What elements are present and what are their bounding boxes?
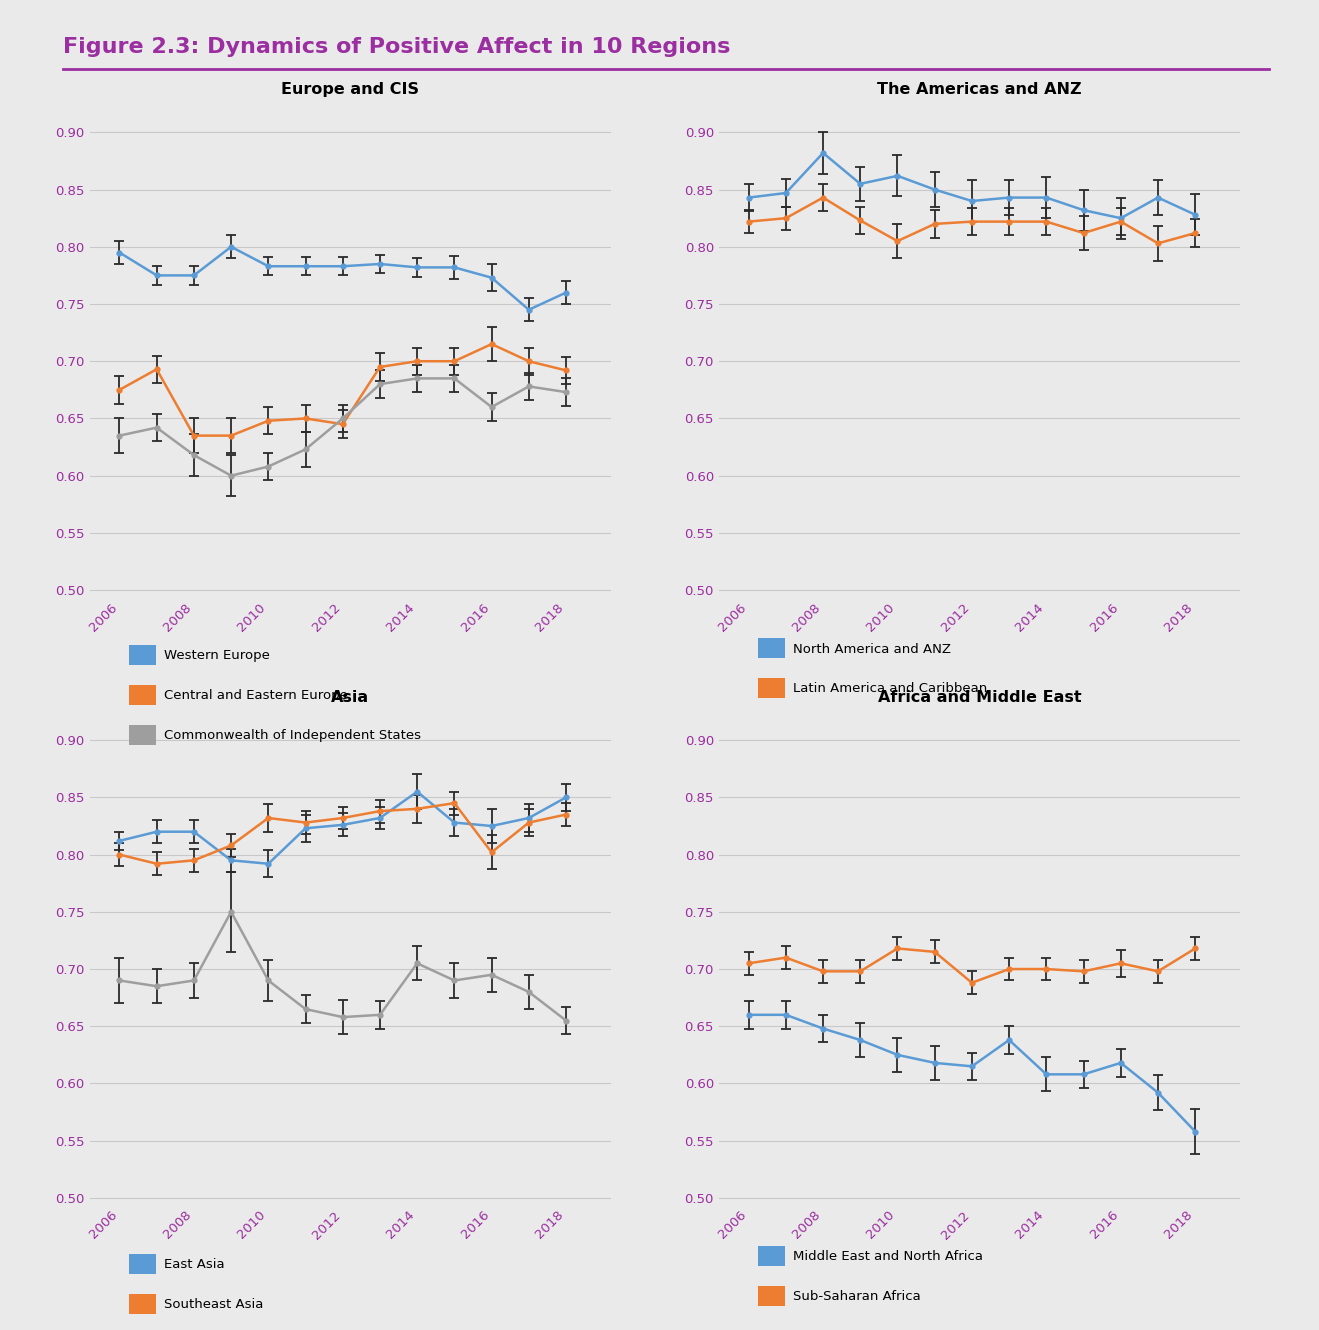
Text: Middle East and North Africa: Middle East and North Africa [793,1250,983,1263]
Text: Central and Eastern Europe: Central and Eastern Europe [164,689,347,702]
Text: Latin America and Caribbean: Latin America and Caribbean [793,682,987,696]
Title: Asia: Asia [331,690,369,705]
Text: Sub-Saharan Africa: Sub-Saharan Africa [793,1290,921,1303]
Text: Figure 2.3: Dynamics of Positive Affect in 10 Regions: Figure 2.3: Dynamics of Positive Affect … [63,37,731,57]
Text: Western Europe: Western Europe [164,649,269,662]
Text: Commonwealth of Independent States: Commonwealth of Independent States [164,729,421,742]
Text: East Asia: East Asia [164,1258,224,1271]
Text: North America and ANZ: North America and ANZ [793,642,951,656]
Title: Europe and CIS: Europe and CIS [281,82,419,97]
Title: Africa and Middle East: Africa and Middle East [877,690,1082,705]
Text: Southeast Asia: Southeast Asia [164,1298,262,1311]
Title: The Americas and ANZ: The Americas and ANZ [877,82,1082,97]
